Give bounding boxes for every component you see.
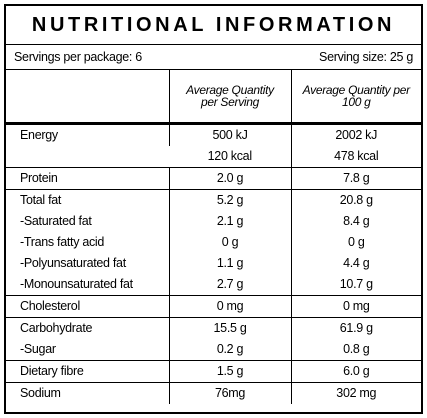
per-serving: 1.1 g [168, 253, 291, 274]
per-100g: 478 kcal [290, 146, 421, 168]
per-100g: 20.8 g [290, 189, 421, 211]
header-row: Average Quantity per Serving Average Qua… [6, 70, 421, 125]
per-100g: 2002 kJ [290, 123, 421, 146]
row-group: Sodium 76mg 302 mg [6, 382, 421, 404]
per-serving: 76mg [168, 382, 291, 404]
nutrient-label: -Saturated fat [20, 214, 92, 228]
per-serving: 2.0 g [168, 167, 291, 190]
servings-row: Servings per package: 6 Serving size: 25… [6, 44, 421, 70]
per-100g: 8.4 g [290, 211, 421, 232]
column-heading: Average Quantity per 100 g [290, 70, 421, 125]
serving-size: Serving size: 25 g [319, 50, 413, 64]
nutrient-label: Dietary fibre [20, 364, 84, 378]
title: NUTRITIONAL INFORMATION [31, 14, 396, 36]
per-100g: 0.8 g [290, 339, 421, 361]
row-group: Energy 500 kJ 2002 kJ 120 kcal 478 kcal [6, 123, 421, 168]
nutrient-label: Protein [20, 171, 58, 185]
row-group: Protein 2.0 g 7.8 g [6, 167, 421, 190]
nutrient-label: Energy [20, 128, 58, 142]
nutrient-row: Carbohydrate 15.5 g 61.9 g [6, 317, 421, 339]
per-serving: 0.2 g [168, 339, 291, 361]
nutrition-table: Average Quantity per Serving Average Qua… [6, 70, 421, 404]
per-100g: 7.8 g [290, 167, 421, 190]
per-serving: 120 kcal [207, 149, 252, 163]
nutrient-label: -Trans fatty acid [20, 235, 105, 249]
per-serving: 0 mg [168, 295, 291, 318]
nutrient-label: Sodium [20, 386, 61, 400]
per-serving: 1.5 g [168, 360, 291, 383]
header-blank [6, 70, 169, 125]
nutrient-label: Cholesterol [20, 299, 80, 313]
nutrient-label: -Monounsaturated fat [20, 277, 133, 291]
nutrient-row: Total fat 5.2 g 20.8 g [6, 189, 421, 211]
per-serving: 5.2 g [168, 189, 291, 211]
nutrient-label: -Polyunsaturated fat [20, 256, 126, 270]
nutrient-row: -Polyunsaturated fat 1.1 g 4.4 g [6, 253, 421, 274]
per-100g: 0 mg [290, 295, 421, 318]
nutrient-row: Energy 500 kJ 2002 kJ [6, 123, 421, 146]
per-serving: 15.5 g [168, 317, 291, 339]
per-serving: 2.1 g [168, 211, 291, 232]
per-serving: 2.7 g [168, 274, 291, 296]
nutrition-panel: NUTRITIONAL INFORMATION Servings per pac… [4, 4, 423, 414]
per-serving: 500 kJ [168, 123, 291, 146]
nutrient-row: Cholesterol 0 mg 0 mg [6, 295, 421, 318]
row-group: Cholesterol 0 mg 0 mg [6, 295, 421, 318]
per-100g: 6.0 g [290, 360, 421, 383]
per-100g: 61.9 g [290, 317, 421, 339]
nutrient-row: -Sugar 0.2 g 0.8 g [6, 339, 421, 361]
nutrient-label: Total fat [20, 193, 62, 207]
row-group: Dietary fibre 1.5 g 6.0 g [6, 360, 421, 383]
nutrient-row: 120 kcal 478 kcal [6, 146, 421, 168]
per-serving: 0 g [168, 232, 291, 253]
nutrient-row: Protein 2.0 g 7.8 g [6, 167, 421, 190]
nutrient-label: Carbohydrate [20, 321, 93, 335]
per-100g: 4.4 g [290, 253, 421, 274]
column-heading: Average Quantity per Serving [168, 70, 291, 125]
nutrient-row: Dietary fibre 1.5 g 6.0 g [6, 360, 421, 383]
per-100g: 302 mg [290, 382, 421, 404]
per-100g: 10.7 g [290, 274, 421, 296]
nutrient-row: -Saturated fat 2.1 g 8.4 g [6, 211, 421, 232]
nutrient-label: -Sugar [20, 342, 56, 356]
servings-per-package: Servings per package: 6 [14, 50, 142, 64]
nutrient-row: Sodium 76mg 302 mg [6, 382, 421, 404]
row-group: Carbohydrate 15.5 g 61.9 g -Sugar 0.2 g 0.8 g [6, 317, 421, 361]
nutrient-row: -Monounsaturated fat 2.7 g 10.7 g [6, 274, 421, 296]
per-100g: 0 g [290, 232, 421, 253]
